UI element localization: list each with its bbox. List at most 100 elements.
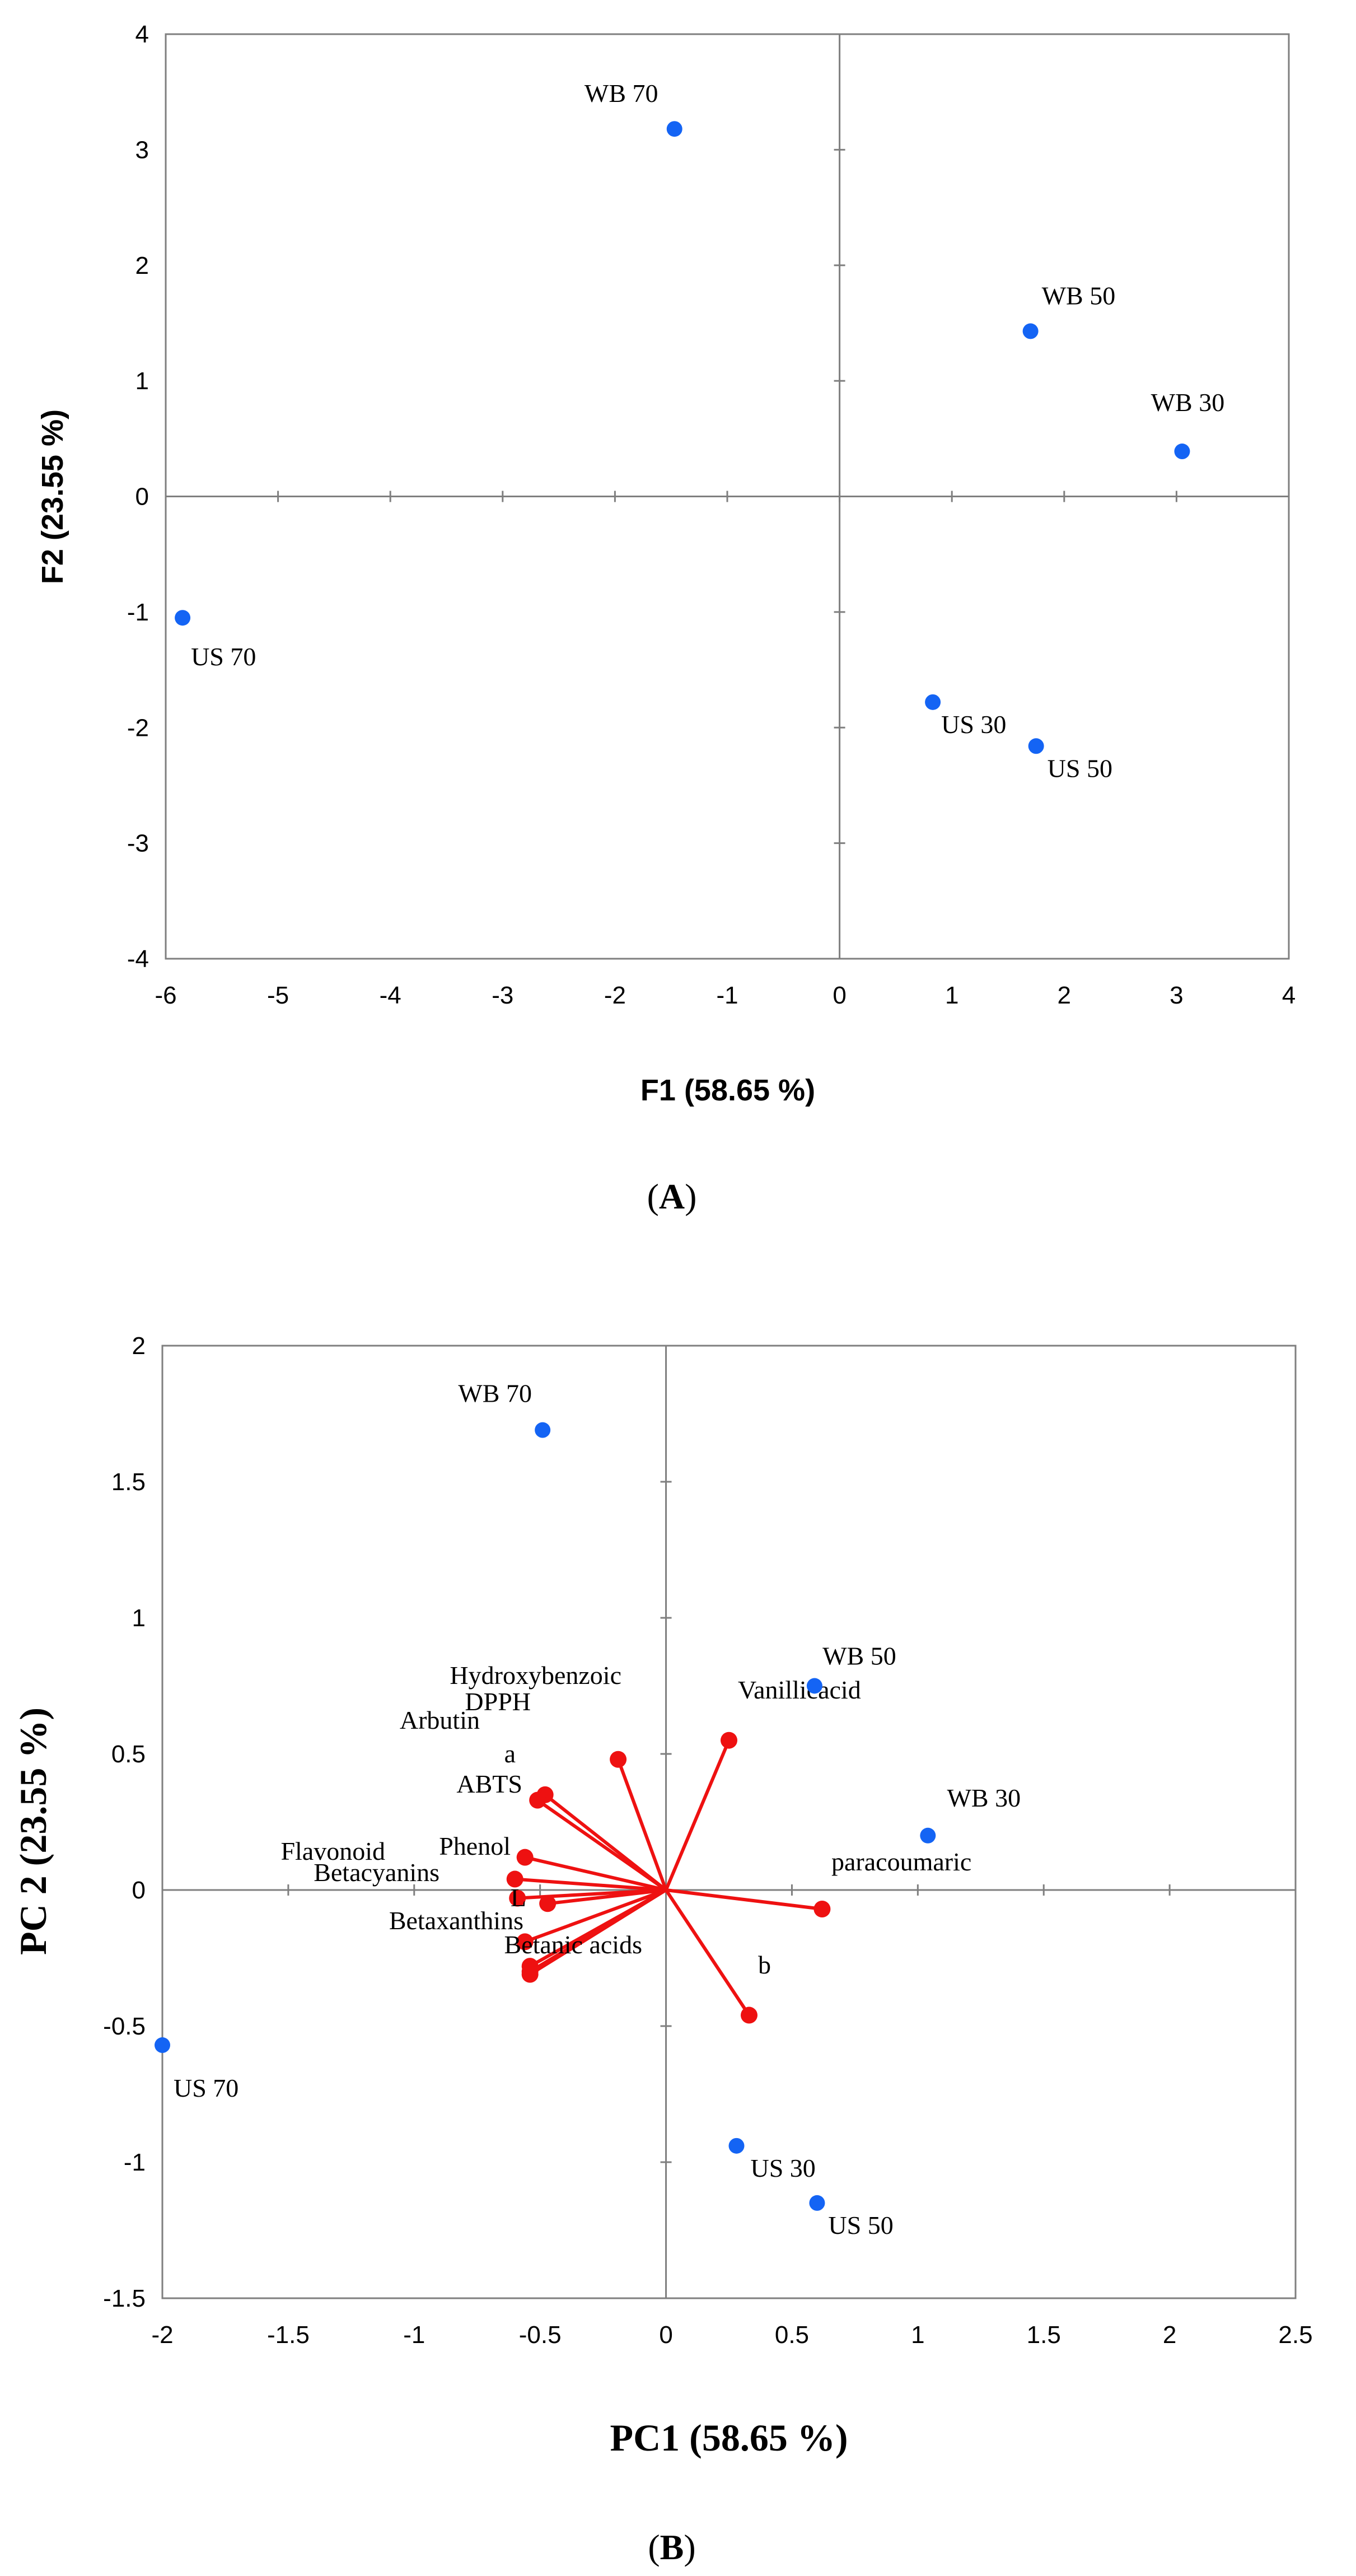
y-tick-label: 1.5 [111,1468,146,1496]
loading-vector-end [813,1901,831,1918]
panel-b-chart: -2 -1.5 -1 -0.5 0 0.5 1 1.5 2 2.5-1.5-1-0.500.511… [12,1332,1313,2567]
loading-vector [524,1888,667,1944]
loading-vector-end [740,2006,758,2024]
data-point [1174,444,1190,460]
loading-vector-label: DPPH [465,1687,531,1716]
loading-vector-label: Betaxanthins [389,1906,523,1935]
data-point [728,2138,745,2154]
panel-b-caption-letter: B [660,2527,684,2567]
x-tick-label: 2.5 [1278,2321,1312,2349]
x-tick-label: 1 [945,982,958,1009]
x-tick-label: -1.5 [267,2321,310,2349]
x-tick-label: 0 [659,2321,672,2349]
loading-vector-label: Betanic acids [504,1930,642,1959]
loading-vector-end [516,1849,534,1866]
loading-vector-label: a [504,1739,516,1768]
x-tick-label: 4 [1282,982,1296,1009]
loading-vector [616,1758,668,1891]
x-tick-label: -4 [380,982,401,1009]
loading-vector-label: b [758,1950,771,1979]
data-point [920,1827,936,1844]
panel-b-caption: (B) [648,2527,695,2567]
loading-vector [529,1888,667,1973]
panel-a-chart: -6 -5 -4 -3 -2 -1 0 1 2 3 4 -4 -3 -2 -1 0 1 2 3 4 WB 70 WB 5… [36,21,1296,1216]
data-point-label: WB 30 [1151,388,1225,417]
data-point [1022,323,1039,339]
y-tick-label: -1 [127,599,149,626]
panel-a-x-axis-title: F1 (58.65 %) [640,1074,815,1107]
data-point-label: WB 50 [822,1642,896,1670]
y-tick-label: -3 [127,830,149,857]
y-tick-label: 1 [132,1604,146,1632]
y-tick-label: -1 [124,2149,146,2176]
data-point [809,2195,825,2211]
panel-a-caption-letter: A [659,1177,685,1216]
data-point-label: US 70 [174,2074,239,2102]
x-tick-label: -2 [151,2321,173,2349]
data-point-label: WB 30 [947,1784,1021,1812]
loading-vector-end [516,1933,534,1950]
panel-b-x-axis-title: PC1 (58.65 %) [610,2416,848,2459]
loading-vector-end [610,1751,627,1768]
x-tick-label: 2 [1058,982,1071,1009]
loading-vector-end [529,1791,546,1809]
x-tick-label: 0 [833,982,846,1009]
loading-vector-label: Phenol [439,1832,511,1860]
data-point-label: US 30 [750,2154,815,2182]
data-point-label: US 50 [1048,754,1112,782]
y-tick-label: -4 [127,945,149,973]
panel-a-caption: (A) [647,1177,697,1216]
loading-vector-end [509,1889,526,1907]
x-tick-label: -1 [403,2321,425,2349]
data-point [175,610,191,626]
data-point-label: WB 70 [585,79,658,108]
loading-vector-label: paracoumaric [831,1847,971,1876]
y-tick-label: -1.5 [103,2285,146,2312]
loading-vector-label: Arbutin [400,1706,480,1734]
loading-vector-label: Betacyanins [314,1858,439,1887]
x-tick-label: -6 [155,982,176,1009]
data-point [1028,738,1044,754]
loading-vector-end [506,1870,523,1888]
data-point [666,121,682,137]
y-tick-label: 2 [135,252,149,279]
panel-b-plot-frame [161,1345,1297,2299]
panel-b-y-axis-title: PC 2 (23.55 %) [12,1707,54,1955]
y-tick-label: 3 [135,136,149,164]
data-point-label: US 50 [828,2211,893,2239]
data-point-label: US 30 [941,710,1006,739]
data-point [155,2037,170,2054]
loading-vector-label: L [511,1883,526,1912]
y-tick-label: 4 [135,21,149,48]
x-tick-label: 1 [911,2321,924,2349]
loading-vector-end [521,1963,539,1980]
x-tick-label: -2 [604,982,626,1009]
data-point-label: WB 50 [1042,281,1116,310]
x-tick-label: 0.5 [775,2321,809,2349]
data-point [535,1422,551,1438]
panel-a-y-axis-title: F2 (23.55 %) [36,409,69,584]
loading-vector-end [539,1895,557,1912]
x-tick-label: 1.5 [1027,2321,1061,2349]
y-tick-label: 0 [135,483,149,511]
data-point [925,694,941,710]
y-tick-label: 0.5 [111,1740,146,1768]
x-tick-label: -3 [492,982,513,1009]
loading-vector [547,1888,666,1906]
loading-vector-end [721,1732,737,1749]
data-point [806,1678,822,1694]
y-tick-label: 0 [132,1877,146,1904]
loading-vector-label: Vanillicacid [738,1676,861,1704]
loading-vector [664,1739,731,1891]
x-tick-label: 2 [1163,2321,1176,2349]
loading-vector-label: Flavonoid [280,1837,385,1865]
x-tick-label: -1 [716,982,738,1009]
loading-vector [515,1877,666,1892]
loading-vector [536,1799,667,1892]
loading-vector [666,1888,822,1911]
x-tick-label: 3 [1170,982,1183,1009]
loading-vector-label: Hydroxybenzoic [450,1661,621,1690]
loading-vector [525,1855,667,1892]
x-tick-label: -5 [267,982,289,1009]
